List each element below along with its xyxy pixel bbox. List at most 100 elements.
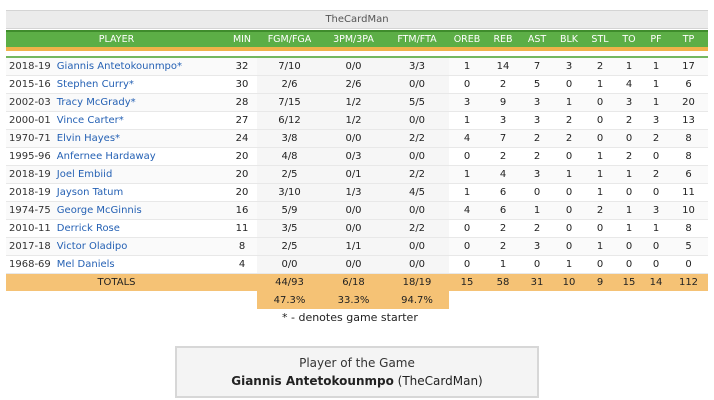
player-name-link[interactable]: Victor Oladipo — [56, 240, 128, 252]
stat-fg: 2/6 — [257, 75, 322, 94]
stat-to: 0 — [615, 255, 643, 274]
col-header-blk[interactable]: BLK — [553, 30, 585, 50]
stat-pf: 2 — [643, 129, 669, 148]
stat-ast: 3 — [521, 237, 553, 256]
stat-ast: 2 — [521, 147, 553, 166]
table-row: 1968-69 Mel Daniels 4 0/0 0/0 0/0 0 1 0 1 0 0 0 0 — [6, 255, 708, 274]
player-name-link[interactable]: Jayson Tatum — [56, 186, 124, 198]
player-name-link[interactable]: Joel Embiid — [56, 168, 113, 180]
table-row: 1995-96 Anfernee Hardaway 20 4/8 0/3 0/0 0 2 2 0 1… — [6, 147, 708, 166]
player-name-link[interactable]: Elvin Hayes* — [56, 132, 121, 144]
stat-ast: 3 — [521, 111, 553, 130]
table-row: 2002-03 Tracy McGrady* 28 7/15 1/2 5/5 3 9 3 1 0 3 1… — [6, 93, 708, 112]
player-cell: 2017-18 Victor Oladipo — [6, 237, 227, 256]
stat-ast: 5 — [521, 75, 553, 94]
col-header-tp[interactable]: TP — [669, 30, 708, 50]
player-season: 1995-96 — [9, 150, 51, 162]
col-header-fg[interactable]: FGM/FGA — [257, 30, 322, 50]
col-header-min[interactable]: MIN — [227, 30, 257, 50]
stat-ft: 0/0 — [385, 147, 449, 166]
table-row: 1970-71 Elvin Hayes* 24 3/8 0/0 2/2 4 7 2 2 0 0 2 8 — [6, 129, 708, 148]
col-header-3p[interactable]: 3PM/3PA — [322, 30, 385, 50]
player-season: 1974-75 — [9, 204, 51, 216]
stat-reb: 2 — [485, 219, 521, 238]
stat-oreb: 0 — [449, 75, 485, 94]
col-header-ast[interactable]: AST — [521, 30, 553, 50]
col-header-oreb[interactable]: OREB — [449, 30, 485, 50]
stat-blk: 0 — [553, 219, 585, 238]
stat-ast: 3 — [521, 165, 553, 184]
totals-fg: 44/93 — [257, 272, 322, 291]
totals-oreb: 15 — [449, 272, 485, 291]
3p-percentage: 33.3% — [322, 291, 385, 309]
stat-reb: 2 — [485, 237, 521, 256]
player-cell: 2002-03 Tracy McGrady* — [6, 93, 227, 112]
stat-3p: 1/2 — [322, 111, 385, 130]
stat-min: 30 — [227, 75, 257, 94]
player-name-link[interactable]: Derrick Rose — [56, 222, 120, 234]
totals-to: 15 — [615, 272, 643, 291]
player-name-link[interactable]: Vince Carter* — [56, 114, 124, 126]
stat-tp: 11 — [669, 183, 708, 202]
stat-stl: 1 — [585, 183, 615, 202]
stat-reb: 9 — [485, 93, 521, 112]
stat-to: 1 — [615, 165, 643, 184]
stat-min: 8 — [227, 237, 257, 256]
player-name-link[interactable]: Tracy McGrady* — [56, 96, 136, 108]
stat-tp: 8 — [669, 129, 708, 148]
col-header-ft[interactable]: FTM/FTA — [385, 30, 449, 50]
stat-ft: 5/5 — [385, 93, 449, 112]
stat-blk: 0 — [553, 237, 585, 256]
stat-to: 3 — [615, 93, 643, 112]
stat-to: 2 — [615, 147, 643, 166]
stat-fg: 2/5 — [257, 165, 322, 184]
stat-to: 1 — [615, 57, 643, 76]
stat-pf: 1 — [643, 57, 669, 76]
player-cell: 1995-96 Anfernee Hardaway — [6, 147, 227, 166]
table-row: 2000-01 Vince Carter* 27 6/12 1/2 0/0 1 3 3 2 0 2 3 1… — [6, 111, 708, 130]
stat-oreb: 3 — [449, 93, 485, 112]
starter-note: * - denotes game starter — [282, 311, 418, 324]
stat-pf: 1 — [643, 75, 669, 94]
col-header-stl[interactable]: STL — [585, 30, 615, 50]
stat-min: 16 — [227, 201, 257, 220]
stat-min: 20 — [227, 183, 257, 202]
player-name-link[interactable]: Anfernee Hardaway — [56, 150, 156, 162]
stat-ast: 2 — [521, 219, 553, 238]
stat-pf: 0 — [643, 255, 669, 274]
player-name-link[interactable]: Mel Daniels — [56, 258, 115, 270]
player-of-the-game-heading: Player of the Game — [299, 356, 415, 370]
totals-row: TOTALS 44/93 6/18 18/19 15 58 31 10 9 15… — [6, 272, 708, 291]
player-name-link[interactable]: Giannis Antetokounmpo* — [56, 60, 183, 72]
stat-oreb: 0 — [449, 255, 485, 274]
stat-pf: 2 — [643, 165, 669, 184]
stat-fg: 0/0 — [257, 255, 322, 274]
player-name-link[interactable]: Stephen Curry* — [56, 78, 134, 90]
stat-reb: 3 — [485, 111, 521, 130]
col-header-pf[interactable]: PF — [643, 30, 669, 50]
stat-ft: 3/3 — [385, 57, 449, 76]
totals-3p: 6/18 — [322, 272, 385, 291]
stat-oreb: 0 — [449, 237, 485, 256]
stat-3p: 0/0 — [322, 255, 385, 274]
stat-blk: 1 — [553, 255, 585, 274]
stat-ast: 1 — [521, 201, 553, 220]
stat-reb: 6 — [485, 201, 521, 220]
stat-ast: 7 — [521, 57, 553, 76]
stat-3p: 0/0 — [322, 219, 385, 238]
col-header-reb[interactable]: REB — [485, 30, 521, 50]
totals-ast: 31 — [521, 272, 553, 291]
col-header-player[interactable]: PLAYER — [6, 30, 227, 50]
stat-tp: 10 — [669, 201, 708, 220]
player-name-link[interactable]: George McGinnis — [56, 204, 142, 216]
stat-to: 4 — [615, 75, 643, 94]
player-cell: 1968-69 Mel Daniels — [6, 255, 227, 274]
player-season: 2018-19 — [9, 168, 51, 180]
stat-to: 2 — [615, 111, 643, 130]
stat-blk: 2 — [553, 111, 585, 130]
col-header-to[interactable]: TO — [615, 30, 643, 50]
stat-3p: 2/6 — [322, 75, 385, 94]
player-season: 2017-18 — [9, 240, 51, 252]
fg-percentage: 47.3% — [257, 291, 322, 309]
stat-min: 27 — [227, 111, 257, 130]
